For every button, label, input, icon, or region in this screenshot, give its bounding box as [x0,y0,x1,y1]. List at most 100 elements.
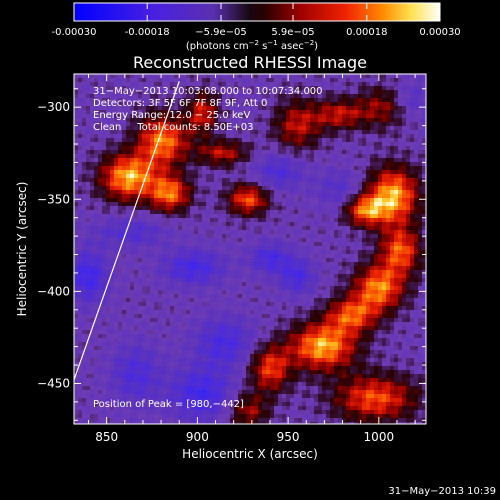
heatmap-cell [146,94,151,99]
heatmap-cell [378,150,383,155]
heatmap-cell [94,238,99,243]
heatmap-cell [290,282,295,287]
heatmap-cell [158,294,163,299]
heatmap-cell [90,198,95,203]
heatmap-cell [190,286,195,291]
heatmap-cell [342,134,347,139]
heatmap-cell [106,194,111,199]
heatmap-cell [142,106,147,111]
heatmap-cell [386,282,391,287]
heatmap-cell [302,194,307,199]
heatmap-cell [130,150,135,155]
heatmap-cell [222,218,227,223]
heatmap-cell [82,278,87,283]
heatmap-cell [386,82,391,87]
heatmap-cell [294,270,299,275]
heatmap-cell [230,182,235,187]
heatmap-cell [238,238,243,243]
heatmap-cell [226,158,231,163]
heatmap-cell [374,262,379,267]
heatmap-cell [242,238,247,243]
heatmap-cell [338,254,343,259]
heatmap-cell [226,90,231,95]
heatmap-cell [106,182,111,187]
heatmap-cell [94,282,99,287]
heatmap-cell [178,290,183,295]
heatmap-cell [418,130,423,135]
heatmap-cell [402,222,407,227]
heatmap-cell [102,182,107,187]
heatmap-cell [134,258,139,263]
heatmap-cell [354,278,359,283]
heatmap-cell [246,230,251,235]
heatmap-cell [406,282,411,287]
heatmap-cell [82,162,87,167]
heatmap-cell [98,266,103,271]
heatmap-cell [302,114,307,119]
heatmap-cell [162,150,167,155]
heatmap-cell [422,250,426,255]
heatmap-cell [306,130,311,135]
heatmap-cell [342,258,347,263]
heatmap-cell [102,238,107,243]
heatmap-cell [390,166,395,171]
heatmap-cell [326,246,331,251]
heatmap-cell [326,122,331,127]
heatmap-cell [122,250,127,255]
heatmap-cell [222,206,227,211]
heatmap-cell [126,122,131,127]
heatmap-cell [318,190,323,195]
heatmap-cell [210,142,215,147]
heatmap-cell [194,170,199,175]
heatmap-cell [282,198,287,203]
heatmap-cell [162,94,167,99]
heatmap-cell [182,242,187,247]
heatmap-cell [154,102,159,107]
heatmap-cell [134,286,139,291]
heatmap-cell [302,166,307,171]
heatmap-cell [258,74,263,79]
heatmap-cell [114,74,119,79]
heatmap-cell [150,194,155,199]
heatmap-cell [266,170,271,175]
heatmap-cell [298,254,303,259]
heatmap-cell [182,94,187,99]
heatmap-cell [230,126,235,131]
heatmap-cell [358,78,363,83]
heatmap-cell [214,282,219,287]
heatmap-cell [198,98,203,103]
heatmap-cell [338,222,343,227]
heatmap-cell [90,226,95,231]
heatmap-cell [74,150,79,155]
heatmap-cell [262,186,267,191]
heatmap-cell [386,78,391,83]
heatmap-cell [322,106,327,111]
heatmap-cell [342,146,347,151]
heatmap-cell [250,294,255,299]
heatmap-cell [294,130,299,135]
heatmap-cell [142,170,147,175]
heatmap-cell [206,198,211,203]
heatmap-cell [246,226,251,231]
heatmap-cell [334,242,339,247]
heatmap-cell [358,190,363,195]
heatmap-cell [138,214,143,219]
heatmap-cell [82,218,87,223]
heatmap-cell [346,290,351,295]
heatmap-cell [370,210,375,215]
heatmap-cell [86,150,91,155]
heatmap-cell [214,82,219,87]
heatmap-cell [242,246,247,251]
heatmap-cell [390,210,395,215]
heatmap-cell [410,86,415,91]
heatmap-cell [166,166,171,171]
heatmap-cell [74,74,79,79]
heatmap-cell [222,86,227,91]
heatmap-cell [210,238,215,243]
heatmap-cell [166,174,171,179]
heatmap-cell [218,194,223,199]
heatmap-cell [358,254,363,259]
heatmap-cell [234,202,239,207]
heatmap-cell [210,106,215,111]
heatmap-cell [390,114,395,119]
